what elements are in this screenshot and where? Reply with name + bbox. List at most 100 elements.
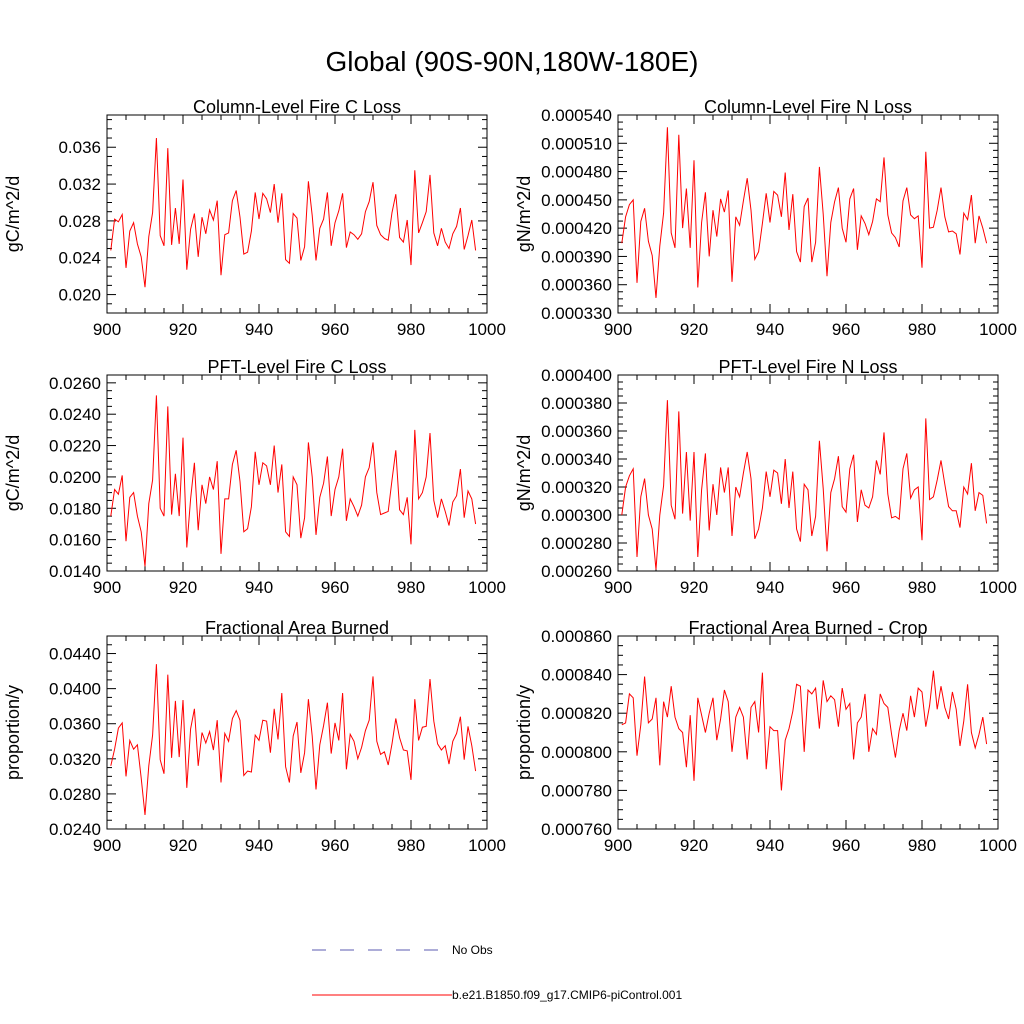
plot-frame [617,374,999,572]
x-tick-label: 1000 [468,320,506,339]
y-tick-label: 0.0140 [49,562,101,581]
y-tick-label: 0.000860 [541,627,612,646]
series-line [621,670,988,791]
y-tick-label: 0.000400 [541,366,612,385]
chart-panel-1: Column-Level Fire C Loss gC/m^2/d 900 920 94… [3,97,506,339]
y-tick-label: 0.0260 [49,374,101,393]
x-tick-label: 900 [604,836,632,855]
legend-label-obs: No Obs [452,943,493,957]
x-tick-label: 1000 [468,578,506,597]
x-tick-label: 960 [832,836,860,855]
plot-frame [106,374,488,572]
x-tick-label: 960 [321,320,349,339]
series-line [110,664,477,816]
panel-title: Column-Level Fire C Loss [193,97,401,117]
y-tick-label: 0.000510 [541,134,612,153]
y-axis-label: proportion/y [3,685,23,780]
panel-title: Fractional Area Burned [205,618,389,638]
chart-panel-5: Fractional Area Burned proportion/y 900 920… [3,618,506,855]
legend-label-run: b.e21.B1850.f09_g17.CMIP6-piControl.001 [452,988,682,1002]
y-tick-label: 0.000280 [541,534,612,553]
plot-frame [106,635,488,830]
y-tick-label: 0.0240 [49,820,101,839]
y-tick-label: 0.000330 [541,304,612,323]
x-tick-label: 940 [756,320,784,339]
y-tick-label: 0.0360 [49,715,101,734]
x-tick-label: 900 [604,320,632,339]
y-axis-label: gN/m^2/d [514,435,534,511]
x-tick-label: 960 [321,578,349,597]
x-tick-label: 920 [169,578,197,597]
chart-panel-2: Column-Level Fire N Loss gN/m^2/d 900 920 94… [514,97,1017,339]
x-tick-label: 920 [680,836,708,855]
x-tick-label: 900 [93,320,121,339]
x-tick-label: 1000 [468,836,506,855]
x-tick-label: 960 [832,320,860,339]
x-tick-label: 980 [908,320,936,339]
y-tick-label: 0.0220 [49,437,101,456]
y-tick-label: 0.024 [58,249,101,268]
page-title: Global (90S-90N,180W-180E) [325,46,699,77]
x-tick-label: 940 [756,578,784,597]
y-tick-label: 0.000360 [541,422,612,441]
y-tick-label: 0.0180 [49,499,101,518]
y-tick-label: 0.0200 [49,468,101,487]
y-axis-label: gN/m^2/d [514,176,534,252]
x-tick-label: 1000 [979,320,1017,339]
panel-title: Column-Level Fire N Loss [704,97,912,117]
y-axis-label: proportion/y [514,685,534,780]
panel-title: Fractional Area Burned - Crop [688,618,927,638]
x-tick-label: 920 [680,578,708,597]
x-tick-label: 940 [245,836,273,855]
y-tick-label: 0.000820 [541,704,612,723]
chart-panel-6: Fractional Area Burned - Crop proportion/… [514,618,1017,855]
series-line [110,137,477,288]
y-tick-label: 0.020 [58,286,101,305]
y-tick-label: 0.000800 [541,743,612,762]
x-tick-label: 900 [604,578,632,597]
plot-frame [617,114,999,314]
y-tick-label: 0.0240 [49,405,101,424]
x-tick-label: 960 [321,836,349,855]
y-tick-label: 0.000390 [541,247,612,266]
y-tick-label: 0.000320 [541,478,612,497]
y-tick-label: 0.0440 [49,645,101,664]
x-tick-label: 920 [680,320,708,339]
y-tick-label: 0.000840 [541,666,612,685]
y-tick-label: 0.0280 [49,785,101,804]
x-tick-label: 940 [245,578,273,597]
series-line [110,395,477,567]
x-tick-label: 940 [756,836,784,855]
x-tick-label: 900 [93,578,121,597]
y-tick-label: 0.000420 [541,219,612,238]
y-axis-label: gC/m^2/d [3,435,23,511]
y-tick-label: 0.000260 [541,562,612,581]
y-tick-label: 0.000540 [541,106,612,125]
y-tick-label: 0.032 [58,175,101,194]
panel-title: PFT-Level Fire C Loss [207,357,386,377]
y-tick-label: 0.000360 [541,276,612,295]
y-tick-label: 0.0320 [49,750,101,769]
x-tick-label: 920 [169,320,197,339]
y-axis-label: gC/m^2/d [3,176,23,252]
y-tick-label: 0.000340 [541,450,612,469]
y-tick-label: 0.028 [58,212,101,231]
series-line [621,400,988,570]
y-tick-label: 0.000450 [541,191,612,210]
x-tick-label: 980 [397,836,425,855]
x-tick-label: 920 [169,836,197,855]
x-tick-label: 940 [245,320,273,339]
plot-frame [106,114,488,314]
chart-panel-3: PFT-Level Fire C Loss gC/m^2/d 900 920 940 96… [3,357,506,597]
y-tick-label: 0.000380 [541,394,612,413]
legend: No Obs b.e21.B1850.f09_g17.CMIP6-piContr… [312,943,682,1002]
chart-panel-4: PFT-Level Fire N Loss gN/m^2/d 900 920 940 96… [514,357,1017,597]
y-tick-label: 0.0160 [49,531,101,550]
x-tick-label: 980 [908,836,936,855]
series-line [621,127,988,298]
plot-frame [617,635,999,830]
y-tick-label: 0.0400 [49,680,101,699]
y-tick-label: 0.036 [58,138,101,157]
x-tick-label: 980 [397,320,425,339]
y-tick-label: 0.000300 [541,506,612,525]
